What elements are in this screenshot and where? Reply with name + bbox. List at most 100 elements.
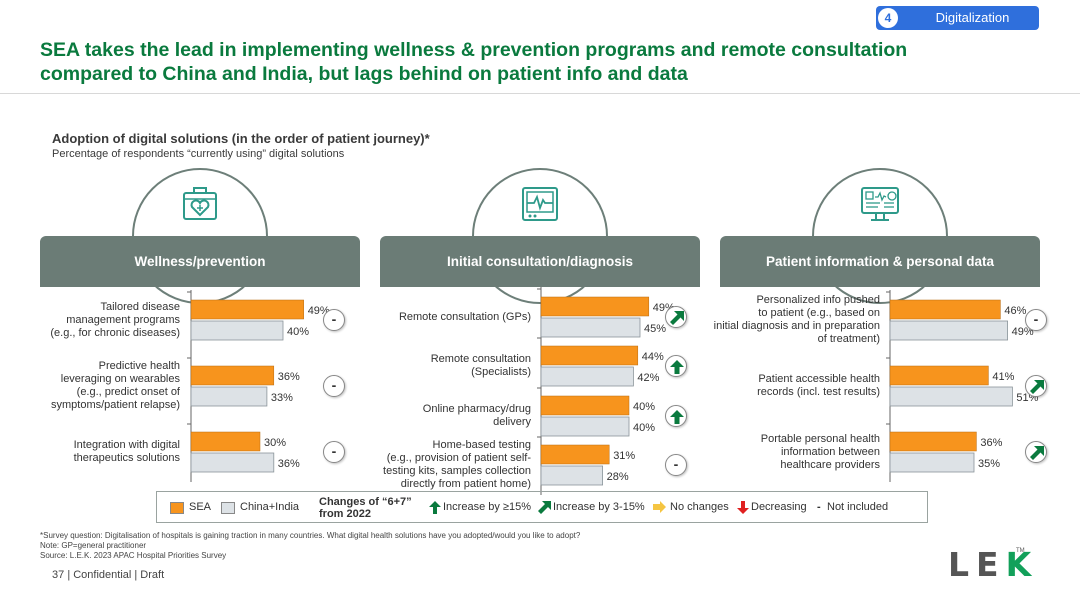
first-aid-kit-heart-icon	[183, 187, 217, 220]
change-indicator: -	[323, 441, 345, 463]
change-indicator: -	[665, 454, 687, 476]
footnote-note: Note: GP=general practitioner	[40, 541, 147, 550]
logo-trademark: TM	[1016, 548, 1025, 554]
change-indicator: -	[323, 375, 345, 397]
row-label: Remote consultation (GPs)	[398, 310, 531, 323]
bar-china-india	[190, 386, 268, 407]
page-title: SEA takes the lead in implementing welln…	[40, 39, 908, 85]
bar-label-china-india: 35%	[978, 458, 1000, 470]
title-divider	[0, 93, 1080, 94]
bar-label-sea: 40%	[633, 401, 655, 413]
bar-label-sea: 36%	[980, 437, 1002, 449]
section-header-wellness: Wellness/prevention	[40, 236, 360, 287]
bar-china-india	[540, 366, 634, 387]
bar-label-china-india: 33%	[271, 392, 293, 404]
bar-sea	[190, 299, 304, 320]
footnote-survey: *Survey question: Digitalisation of hosp…	[40, 531, 581, 540]
bar-china-india	[889, 386, 1013, 407]
arrow-diagonal-up-icon	[538, 501, 551, 514]
row-label: Tailored disease management programs (e.…	[50, 300, 180, 339]
row-label: Patient accessible health records (incl.…	[757, 373, 880, 398]
arrow-diagonal-up-icon	[670, 311, 684, 325]
section-header-consultation: Initial consultation/diagnosis	[380, 236, 700, 287]
change-indicator	[1025, 441, 1047, 463]
bar-china-india	[889, 320, 1008, 341]
page-footer: 37 | Confidential | Draft	[52, 569, 164, 581]
change-indicator	[1025, 375, 1047, 397]
footnote-source: Source: L.E.K. 2023 APAC Hospital Priori…	[40, 551, 227, 560]
section-tag-label: Digitalization	[935, 10, 1010, 25]
bar-label-sea: 44%	[642, 351, 664, 363]
bar-sea	[889, 299, 1001, 320]
arrow-right-icon	[653, 501, 666, 513]
bar-china-india	[540, 465, 603, 486]
legend-increase-15: Increase by ≥15%	[443, 501, 531, 513]
row-label: Home-based testing (e.g., provision of p…	[383, 439, 531, 490]
change-indicator: -	[323, 309, 345, 331]
row-label: Personalized info pushed to patient (e.g…	[713, 294, 880, 345]
arrow-up-icon	[670, 410, 684, 424]
bar-sea	[889, 431, 977, 452]
bar-label-sea: 41%	[992, 371, 1014, 383]
change-indicator: -	[1025, 309, 1047, 331]
bar-label-china-india: 49%	[1012, 326, 1034, 338]
arrow-down-icon	[737, 501, 749, 514]
logo-letter-e: E	[976, 545, 1006, 584]
logo-letter-l: L	[948, 545, 977, 584]
bar-label-sea: 36%	[278, 371, 300, 383]
change-indicator	[665, 405, 687, 427]
bar-sea	[190, 431, 261, 452]
bar-china-india	[190, 320, 284, 341]
legend-swatch-sea	[170, 502, 184, 514]
legend-swatch-china-india	[221, 502, 235, 514]
change-indicator	[665, 306, 687, 328]
row-label: Predictive health leveraging on wearable…	[51, 360, 180, 411]
legend-changes-title: Changes of “6+7” from 2022	[319, 496, 412, 520]
row-label: Remote consultation (Specialists)	[430, 353, 531, 378]
legend-not-included: Not included	[827, 501, 889, 513]
legend-decreasing: Decreasing	[751, 501, 807, 513]
bar-sea	[540, 296, 650, 317]
bar-china-india	[540, 416, 630, 437]
confidential-label: | Confidential | Draft	[67, 569, 165, 581]
heart-monitor-icon	[522, 187, 558, 221]
section-tag: 4 Digitalization	[876, 6, 1039, 30]
section-tag-number: 4	[878, 8, 898, 28]
row-label: Integration with digital therapeutics so…	[73, 439, 180, 464]
legend-label-sea: SEA	[189, 501, 212, 513]
bar-sea	[540, 444, 610, 465]
row-label: Portable personal health information bet…	[760, 432, 880, 471]
legend-not-included-symbol: -	[817, 501, 821, 513]
bar-label-china-india: 28%	[607, 471, 629, 483]
bar-label-china-india: 40%	[287, 326, 309, 338]
legend-label-china-india: China+India	[240, 501, 300, 513]
bar-label-sea: 46%	[1004, 305, 1026, 317]
bar-label-sea: 31%	[613, 450, 635, 462]
bar-sea	[540, 395, 630, 416]
legend: SEA China+India Changes of “6+7” from 20…	[156, 491, 928, 523]
page-number: 37	[52, 569, 65, 581]
bar-label-china-india: 42%	[637, 372, 659, 384]
legend-no-changes: No changes	[670, 501, 729, 513]
arrow-diagonal-up-icon	[1030, 380, 1044, 394]
bar-label-sea: 30%	[264, 437, 286, 449]
bar-china-india	[540, 317, 641, 338]
arrow-up-icon	[429, 501, 441, 514]
section-header-patient-info: Patient information & personal data	[720, 236, 1040, 287]
bar-sea	[190, 365, 275, 386]
health-dashboard-icon	[861, 187, 899, 221]
legend-increase-3-15: Increase by 3-15%	[553, 501, 645, 513]
bar-label-china-india: 45%	[644, 323, 666, 335]
bar-label-china-india: 40%	[633, 422, 655, 434]
bar-sea	[540, 345, 639, 366]
bar-label-china-india: 36%	[278, 458, 300, 470]
row-label: Online pharmacy/drug delivery	[422, 403, 531, 428]
bar-china-india	[889, 452, 975, 473]
arrow-up-icon	[670, 360, 684, 374]
change-indicator	[665, 355, 687, 377]
chart-subtitle: Percentage of respondents “currently usi…	[52, 148, 345, 160]
arrow-diagonal-up-icon	[1030, 446, 1044, 460]
bar-china-india	[190, 452, 275, 473]
bar-sea	[889, 365, 989, 386]
